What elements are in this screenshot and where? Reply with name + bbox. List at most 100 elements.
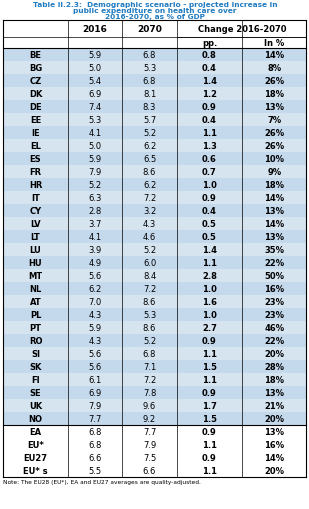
Text: EU27: EU27 — [23, 453, 48, 462]
Text: 9.6: 9.6 — [143, 401, 156, 410]
Text: 20%: 20% — [265, 466, 285, 475]
Text: 20%: 20% — [265, 349, 285, 358]
Bar — [3, 282, 306, 295]
Text: 0.9: 0.9 — [202, 193, 217, 203]
Text: 6.2: 6.2 — [143, 181, 156, 190]
Text: 1.1: 1.1 — [202, 375, 217, 384]
Text: 8.6: 8.6 — [143, 323, 156, 332]
Text: 14%: 14% — [265, 193, 285, 203]
Text: 21%: 21% — [265, 401, 285, 410]
Text: 2016-2070, as % of GDP: 2016-2070, as % of GDP — [105, 14, 205, 20]
Bar — [3, 153, 306, 165]
Text: BE: BE — [29, 51, 41, 60]
Text: EA: EA — [29, 427, 42, 436]
Text: 1.6: 1.6 — [202, 297, 217, 306]
Text: 5.3: 5.3 — [143, 64, 156, 73]
Text: 1.5: 1.5 — [202, 414, 217, 423]
Text: MT: MT — [28, 271, 43, 280]
Text: 1.0: 1.0 — [202, 285, 217, 293]
Text: 7.9: 7.9 — [143, 440, 156, 449]
Text: 16%: 16% — [265, 440, 285, 449]
Text: 5.2: 5.2 — [88, 181, 102, 190]
Text: SK: SK — [29, 362, 42, 371]
Text: 1.4: 1.4 — [202, 77, 217, 86]
Text: AT: AT — [30, 297, 41, 306]
Text: 0.9: 0.9 — [202, 336, 217, 345]
Text: 4.1: 4.1 — [88, 233, 102, 242]
Text: 0.6: 0.6 — [202, 155, 217, 164]
Bar — [3, 140, 306, 153]
Text: 1.7: 1.7 — [202, 401, 217, 410]
Text: 3.7: 3.7 — [88, 219, 102, 229]
Text: Table II.2.3:  Demographic scenario - projected increase in: Table II.2.3: Demographic scenario - pro… — [33, 2, 277, 8]
Text: 14%: 14% — [265, 453, 285, 462]
Text: 23%: 23% — [265, 310, 285, 319]
Text: 7.9: 7.9 — [88, 401, 102, 410]
Text: In %: In % — [265, 39, 285, 48]
Text: BG: BG — [29, 64, 42, 73]
Text: LT: LT — [31, 233, 40, 242]
Bar — [3, 49, 306, 62]
Bar — [3, 386, 306, 399]
Text: 7.2: 7.2 — [143, 285, 156, 293]
Bar — [3, 425, 306, 438]
Text: 1.1: 1.1 — [202, 349, 217, 358]
Text: FI: FI — [31, 375, 40, 384]
Bar — [3, 231, 306, 243]
Text: 26%: 26% — [265, 77, 285, 86]
Text: 6.9: 6.9 — [88, 90, 102, 99]
Text: 0.5: 0.5 — [202, 233, 217, 242]
Text: 4.3: 4.3 — [143, 219, 156, 229]
Text: 0.9: 0.9 — [202, 388, 217, 397]
Bar — [3, 464, 306, 477]
Text: EL: EL — [30, 142, 41, 151]
Text: 26%: 26% — [265, 129, 285, 138]
Text: 2.8: 2.8 — [202, 271, 217, 280]
Text: 22%: 22% — [265, 336, 285, 345]
Text: 7.2: 7.2 — [143, 193, 156, 203]
Text: 18%: 18% — [265, 181, 285, 190]
Text: 6.8: 6.8 — [143, 51, 156, 60]
Text: 2016: 2016 — [83, 25, 108, 34]
Text: 13%: 13% — [265, 103, 285, 112]
Bar — [3, 21, 306, 38]
Text: 6.8: 6.8 — [143, 349, 156, 358]
Text: DK: DK — [29, 90, 42, 99]
Bar — [3, 269, 306, 282]
Text: 6.9: 6.9 — [88, 388, 102, 397]
Text: 7.1: 7.1 — [143, 362, 156, 371]
Text: 7.7: 7.7 — [143, 427, 156, 436]
Bar — [3, 75, 306, 88]
Text: 1.1: 1.1 — [202, 440, 217, 449]
Text: 5.9: 5.9 — [88, 323, 102, 332]
Bar — [3, 295, 306, 308]
Text: SE: SE — [30, 388, 41, 397]
Text: 5.4: 5.4 — [88, 77, 102, 86]
Bar — [3, 165, 306, 179]
Text: UK: UK — [29, 401, 42, 410]
Text: 0.8: 0.8 — [202, 51, 217, 60]
Text: 13%: 13% — [265, 427, 285, 436]
Text: 5.9: 5.9 — [88, 51, 102, 60]
Text: 7.5: 7.5 — [143, 453, 156, 462]
Text: 7.4: 7.4 — [88, 103, 102, 112]
Bar — [3, 88, 306, 101]
Text: 10%: 10% — [265, 155, 285, 164]
Text: CY: CY — [29, 207, 42, 216]
Text: 0.4: 0.4 — [202, 64, 217, 73]
Bar — [3, 127, 306, 140]
Text: 26%: 26% — [265, 142, 285, 151]
Text: NO: NO — [28, 414, 43, 423]
Text: 1.1: 1.1 — [202, 466, 217, 475]
Text: 18%: 18% — [265, 90, 285, 99]
Bar — [3, 101, 306, 114]
Text: 6.2: 6.2 — [88, 285, 102, 293]
Text: 1.0: 1.0 — [202, 181, 217, 190]
Text: 3.2: 3.2 — [143, 207, 156, 216]
Text: 4.3: 4.3 — [88, 336, 102, 345]
Text: 1.1: 1.1 — [202, 259, 217, 267]
Text: 5.6: 5.6 — [88, 271, 102, 280]
Text: EU*: EU* — [27, 440, 44, 449]
Bar — [3, 62, 306, 75]
Text: 9%: 9% — [267, 167, 281, 177]
